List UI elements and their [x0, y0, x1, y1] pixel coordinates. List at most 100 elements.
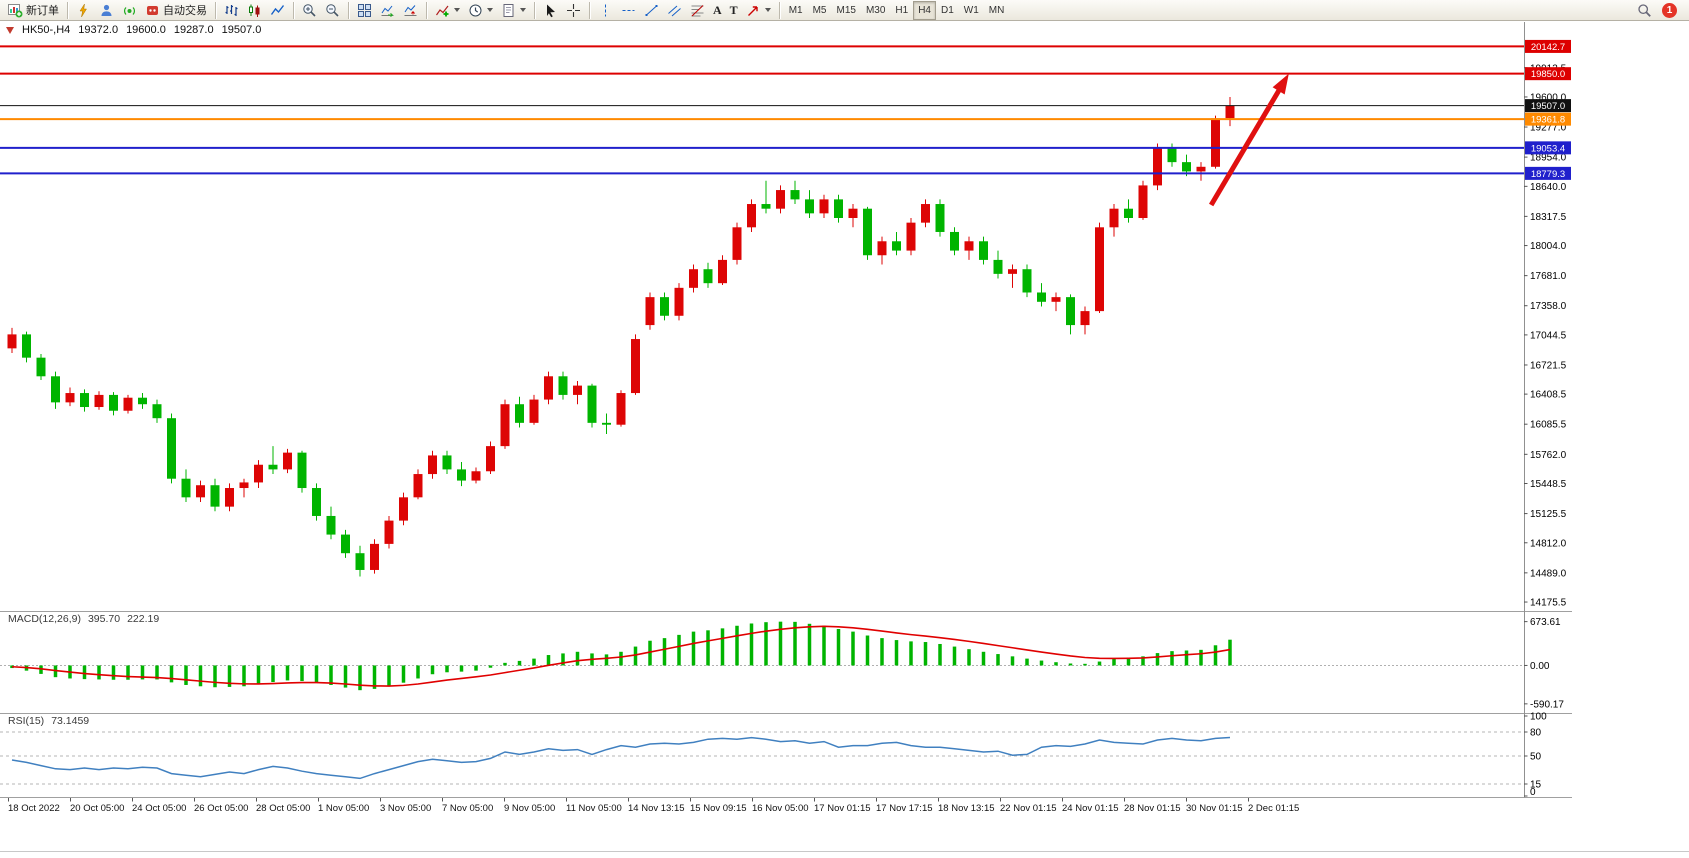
svg-text:22 Nov 01:15: 22 Nov 01:15	[1000, 803, 1057, 814]
tile-windows-button[interactable]	[353, 1, 376, 20]
timeframe-mn-button[interactable]: MN	[984, 1, 1010, 20]
svg-text:15 Nov 09:15: 15 Nov 09:15	[690, 803, 747, 814]
svg-text:17 Nov 01:15: 17 Nov 01:15	[814, 803, 871, 814]
templates-icon	[501, 3, 516, 18]
timeframe-m5-button[interactable]: M5	[808, 1, 832, 20]
toolbar-separator	[67, 1, 68, 19]
svg-text:19277.0: 19277.0	[1530, 123, 1567, 134]
bar-high-value: 19600.0	[126, 24, 166, 36]
svg-text:15: 15	[1530, 780, 1542, 791]
autotrading-button[interactable]: 自动交易	[141, 1, 211, 20]
line-chart-button[interactable]	[266, 1, 289, 20]
timeframe-d1-button[interactable]: D1	[936, 1, 959, 20]
svg-text:15762.0: 15762.0	[1530, 450, 1567, 461]
bar-chart-icon	[224, 3, 239, 18]
timeframe-h1-button[interactable]: H1	[890, 1, 913, 20]
toolbar-separator	[348, 1, 349, 19]
svg-text:24 Nov 01:15: 24 Nov 01:15	[1062, 803, 1119, 814]
candlestick-chart-button[interactable]	[243, 1, 266, 20]
signals-icon	[122, 3, 137, 18]
zoom-in-button[interactable]	[298, 1, 321, 20]
periods-button[interactable]	[464, 1, 497, 20]
search-button[interactable]	[1633, 1, 1656, 20]
rsi-panel: 100 80 50 150	[0, 712, 1547, 798]
dropdown-caret-icon	[520, 8, 526, 12]
svg-text:80: 80	[1530, 728, 1542, 739]
timeframe-h4-button[interactable]: H4	[913, 0, 936, 20]
svg-text:673.61: 673.61	[1530, 617, 1561, 628]
signals-button[interactable]	[118, 1, 141, 20]
macd-indicator-label: MACD(12,26,9) 395.70 222.19	[8, 613, 159, 625]
new-order-button[interactable]: 新订单	[4, 1, 63, 20]
chart-shift-icon	[403, 3, 418, 18]
bar-chart-button[interactable]	[220, 1, 243, 20]
periods-clock-icon	[468, 3, 483, 18]
channel-button[interactable]	[663, 1, 686, 20]
svg-text:11 Nov 05:00: 11 Nov 05:00	[566, 803, 622, 814]
bar-close-value: 19507.0	[221, 24, 262, 36]
rsi-name: RSI(15)	[8, 715, 45, 727]
svg-text:0.00: 0.00	[1530, 661, 1550, 672]
chart-canvas[interactable]: 19913.519600.019277.018954.018640.018317…	[0, 21, 1689, 858]
line-chart-icon	[270, 3, 285, 18]
svg-text:17358.0: 17358.0	[1530, 301, 1567, 312]
vertical-line-button[interactable]	[594, 1, 617, 20]
timeframe-m15-button[interactable]: M15	[832, 1, 861, 20]
svg-text:14175.5: 14175.5	[1530, 598, 1567, 609]
svg-text:20142.7: 20142.7	[1531, 42, 1565, 53]
zoom-out-button[interactable]	[321, 1, 344, 20]
chart-shift-button[interactable]	[399, 1, 422, 20]
svg-text:-590.17: -590.17	[1530, 699, 1564, 710]
community-icon	[99, 3, 114, 18]
fibonacci-button[interactable]	[686, 1, 709, 20]
autotrading-icon	[145, 3, 160, 18]
svg-text:17044.5: 17044.5	[1530, 330, 1567, 341]
toolbar-separator	[534, 1, 535, 19]
metaeditor-icon	[76, 3, 91, 18]
timeframe-m1-button[interactable]: M1	[784, 1, 808, 20]
svg-text:18779.3: 18779.3	[1531, 169, 1565, 180]
svg-text:18640.0: 18640.0	[1530, 182, 1567, 193]
macd-name: MACD(12,26,9)	[8, 613, 81, 625]
search-icon	[1637, 3, 1652, 18]
svg-text:16 Nov 05:00: 16 Nov 05:00	[752, 803, 809, 814]
time-axis: 18 Oct 2022 20 Oct 05:00 24 Oct 05:00 26 Oc…	[8, 798, 1299, 814]
templates-button[interactable]	[497, 1, 530, 20]
indicators-button[interactable]	[431, 1, 464, 20]
svg-text:2 Dec 01:15: 2 Dec 01:15	[1248, 803, 1299, 814]
svg-text:19361.8: 19361.8	[1531, 115, 1565, 126]
auto-scroll-button[interactable]	[376, 1, 399, 20]
svg-text:18954.0: 18954.0	[1530, 153, 1567, 164]
metaeditor-button[interactable]	[72, 1, 95, 20]
rsi-value: 73.1459	[51, 715, 90, 727]
label-tool-button[interactable]: T	[726, 1, 742, 20]
svg-text:19600.0: 19600.0	[1530, 92, 1567, 103]
label-tool-icon: T	[729, 2, 738, 17]
notification-badge[interactable]: 1	[1662, 2, 1677, 18]
symbol-period-title: HK50-,H4	[22, 24, 71, 36]
svg-text:14 Nov 13:15: 14 Nov 13:15	[628, 803, 685, 814]
svg-text:17681.0: 17681.0	[1530, 271, 1567, 282]
svg-text:20 Oct 05:00: 20 Oct 05:00	[70, 803, 124, 814]
community-button[interactable]	[95, 1, 118, 20]
horizontal-line-button[interactable]	[617, 1, 640, 20]
text-tool-button[interactable]: A	[709, 1, 726, 20]
svg-text:15448.5: 15448.5	[1530, 479, 1567, 490]
symbol-marker-icon	[6, 27, 14, 34]
svg-text:3 Nov 05:00: 3 Nov 05:00	[380, 803, 431, 814]
bar-open-value: 19372.0	[78, 24, 119, 36]
timeframe-w1-button[interactable]: W1	[959, 1, 984, 20]
candlestick-chart-icon	[247, 3, 262, 18]
zoom-out-icon	[325, 3, 340, 18]
trendline-button[interactable]	[640, 1, 663, 20]
channel-icon	[667, 3, 682, 18]
svg-text:7 Nov 05:00: 7 Nov 05:00	[442, 803, 493, 814]
cursor-arrow-icon	[543, 3, 558, 18]
crosshair-button[interactable]	[562, 1, 585, 20]
arrows-tool-button[interactable]	[742, 1, 775, 20]
cursor-button[interactable]	[539, 1, 562, 20]
toolbar-separator	[426, 1, 427, 19]
svg-text:16408.5: 16408.5	[1530, 390, 1567, 401]
svg-text:15125.5: 15125.5	[1530, 509, 1567, 520]
timeframe-m30-button[interactable]: M30	[861, 1, 890, 20]
